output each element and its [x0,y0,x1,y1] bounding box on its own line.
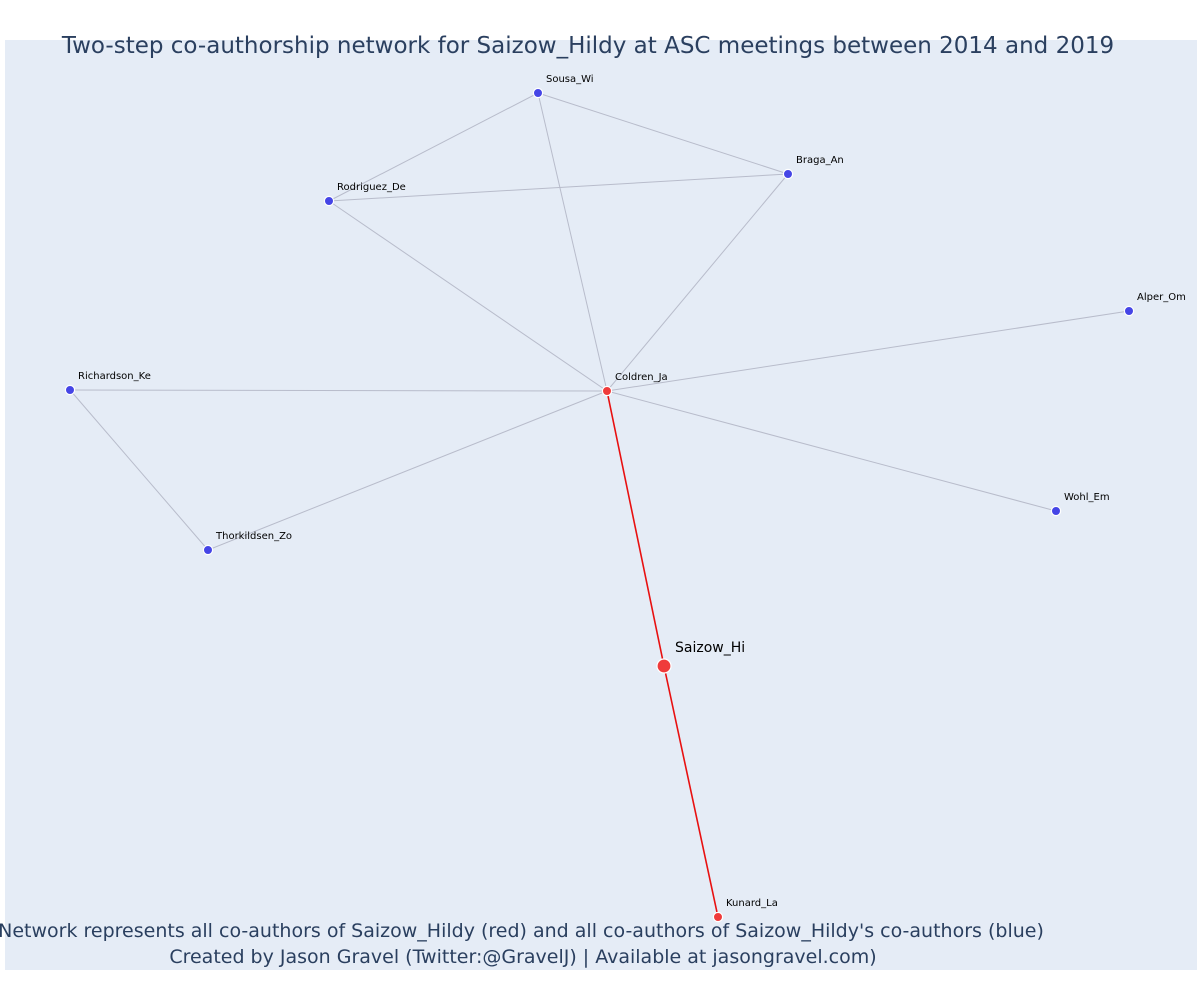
node-label-braga: Braga_An [796,155,844,166]
edge-coldren-richardson [69,389,608,392]
edge-coldren-rodriguez [328,200,608,392]
edge-richardson-thorkildsen [69,389,209,551]
edge-rodriguez-braga [328,173,789,202]
node-label-coldren: Coldren_Ja [615,372,668,383]
node-label-saizow: Saizow_Hi [675,640,745,656]
node-label-alper: Alper_Om [1137,292,1186,303]
caption-line-1: Network represents all co-authors of Sai… [0,920,1044,942]
node-kunard[interactable] [712,911,724,923]
chart-title: Two-step co-authorship network for Saizo… [61,33,1114,59]
edge-coldren-thorkildsen [207,390,608,551]
node-braga[interactable] [782,168,794,180]
caption-line-2: Created by Jason Gravel (Twitter:@Gravel… [169,946,876,968]
plot-background [5,40,1197,970]
labels-layer: Saizow_Hi Coldren_Ja Kunard_La Sousa_Wi Brag… [78,74,1186,909]
node-saizow[interactable] [656,658,672,674]
node-rodriguez[interactable] [323,195,335,207]
node-thorkildsen[interactable] [202,544,214,556]
node-label-rodriguez: Rodriguez_De [337,182,406,193]
edge-coldren-alper [606,310,1130,392]
node-richardson[interactable] [64,384,76,396]
edges-layer [69,92,1130,918]
node-alper[interactable] [1123,305,1135,317]
node-label-thorkildsen: Thorkildsen_Zo [215,531,292,542]
edge-coldren-braga [606,173,789,392]
node-label-sousa: Sousa_Wi [546,74,594,85]
node-coldren[interactable] [601,385,613,397]
nodes-layer [64,87,1135,923]
edge-coldren-wohl [606,390,1057,512]
edge-sousa-braga [537,92,789,175]
edge-saizow-kunard [663,665,719,918]
node-label-kunard: Kunard_La [726,898,778,909]
node-wohl[interactable] [1050,505,1062,517]
edge-sousa-rodriguez [328,92,539,202]
node-label-wohl: Wohl_Em [1064,492,1110,503]
node-label-richardson: Richardson_Ke [78,371,151,382]
edge-coldren-sousa [537,92,608,392]
node-sousa[interactable] [532,87,544,99]
edge-saizow-coldren [606,390,665,667]
